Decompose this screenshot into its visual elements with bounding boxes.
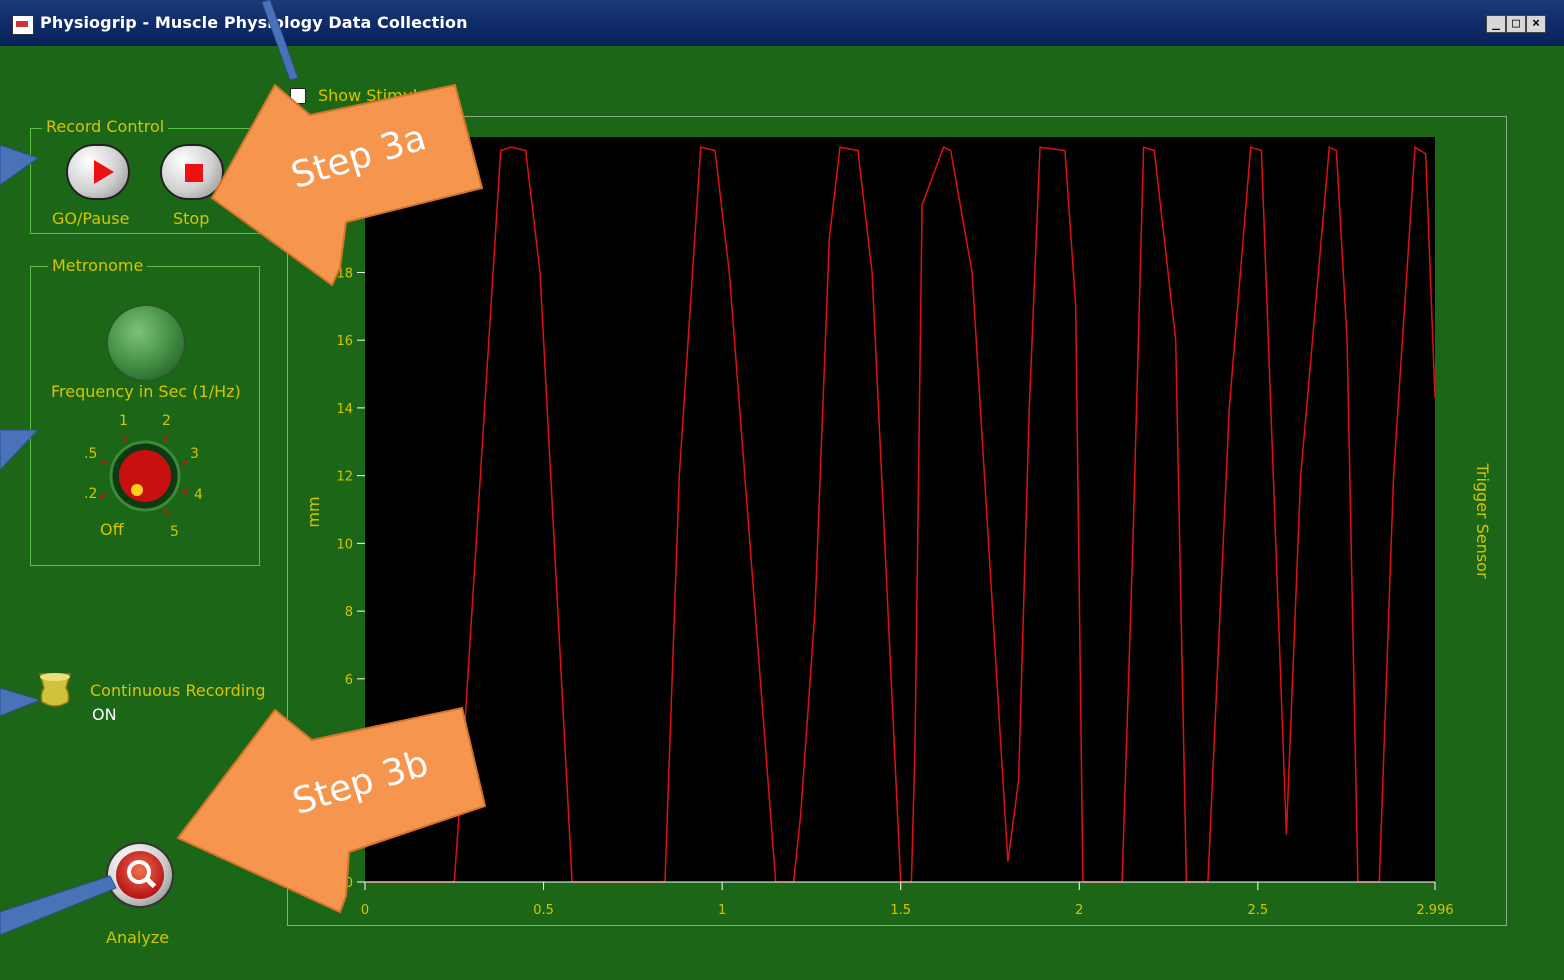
callout-pointer-record bbox=[0, 144, 40, 186]
go-pause-button[interactable] bbox=[66, 144, 130, 200]
dial-mark-2: 1 bbox=[119, 413, 128, 429]
main-panel: Show Stimulator Record Control GO/Pause … bbox=[0, 46, 1564, 980]
y-tick-label: 18 bbox=[336, 266, 353, 281]
close-button[interactable]: × bbox=[1526, 15, 1546, 33]
dial-mark-5: 4 bbox=[194, 487, 203, 503]
callout-pointer-dial bbox=[0, 429, 40, 471]
continuous-recording-state: ON bbox=[92, 705, 117, 724]
y-tick-label: 12 bbox=[336, 470, 353, 485]
continuous-recording-toggle[interactable] bbox=[36, 670, 76, 710]
continuous-recording-label: Continuous Recording bbox=[90, 681, 266, 700]
record-control-legend: Record Control bbox=[42, 117, 169, 136]
stop-icon bbox=[185, 164, 203, 182]
grip-chart[interactable]: 02468101214161820 00.511.522.52.996 mm T… bbox=[287, 116, 1507, 926]
title-bar[interactable]: Physiogrip - Muscle Physiology Data Coll… bbox=[0, 0, 1564, 46]
y-tick-label: 10 bbox=[336, 537, 353, 552]
x-tick-label: 2.5 bbox=[1248, 903, 1269, 918]
x-tick-label: 2.996 bbox=[1416, 903, 1453, 918]
grip-signal-line bbox=[365, 145, 1436, 883]
window-title: Physiogrip - Muscle Physiology Data Coll… bbox=[40, 13, 468, 32]
y-tick-label: 6 bbox=[345, 673, 353, 688]
stop-label: Stop bbox=[173, 209, 210, 228]
y-tick-label: 16 bbox=[336, 334, 353, 349]
app-icon bbox=[12, 15, 34, 35]
dial-off-label: Off bbox=[100, 520, 124, 539]
analyze-label: Analyze bbox=[106, 928, 170, 947]
dial-indicator bbox=[131, 484, 143, 496]
callout-pointer-analyze bbox=[0, 875, 117, 936]
x-tick-label: 1.5 bbox=[890, 903, 911, 918]
y2-axis-label: Trigger Sensor bbox=[1473, 462, 1492, 579]
chart-frame bbox=[287, 116, 1507, 926]
x-tick-label: 0.5 bbox=[533, 903, 554, 918]
callout-pointer-top bbox=[261, 0, 299, 81]
step3b-callout: Step 3b bbox=[176, 706, 487, 914]
y-tick-label: 8 bbox=[345, 605, 353, 620]
window-controls: _ □ × bbox=[1486, 15, 1546, 33]
dial-tick-marks bbox=[99, 435, 189, 516]
magnifier-icon bbox=[116, 851, 164, 899]
x-tick-label: 0 bbox=[361, 903, 369, 918]
stop-button[interactable] bbox=[160, 144, 224, 200]
dial-mark-0: .2 bbox=[84, 486, 98, 502]
dial-mark-3: 2 bbox=[162, 413, 171, 429]
play-icon bbox=[94, 160, 114, 184]
maximize-button[interactable]: □ bbox=[1506, 15, 1526, 33]
metronome-legend: Metronome bbox=[48, 256, 148, 275]
go-pause-label: GO/Pause bbox=[52, 209, 130, 228]
minimize-button[interactable]: _ bbox=[1486, 15, 1506, 33]
y-axis-label: mm bbox=[304, 496, 323, 527]
dial-mark-1: .5 bbox=[84, 446, 98, 462]
y-tick-label: 14 bbox=[336, 402, 353, 417]
x-tick-label: 2 bbox=[1075, 903, 1083, 918]
metronome-lamp bbox=[106, 304, 186, 382]
x-tick-label: 1 bbox=[718, 903, 726, 918]
y-tick-label: 0 bbox=[345, 876, 353, 891]
callout-pointer-continuous bbox=[0, 687, 42, 717]
dial-mark-6: 5 bbox=[170, 524, 179, 540]
analyze-button[interactable] bbox=[106, 842, 174, 908]
step3a-callout: Step 3a bbox=[210, 83, 484, 287]
frequency-dial[interactable] bbox=[60, 406, 230, 546]
dial-mark-4: 3 bbox=[190, 446, 199, 462]
plot-area bbox=[365, 137, 1435, 882]
frequency-label: Frequency in Sec (1/Hz) bbox=[51, 382, 241, 401]
